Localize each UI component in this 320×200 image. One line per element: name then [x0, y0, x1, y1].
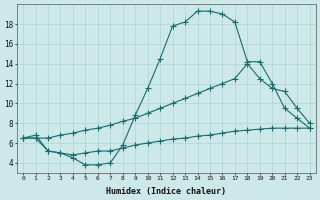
X-axis label: Humidex (Indice chaleur): Humidex (Indice chaleur) — [106, 187, 226, 196]
